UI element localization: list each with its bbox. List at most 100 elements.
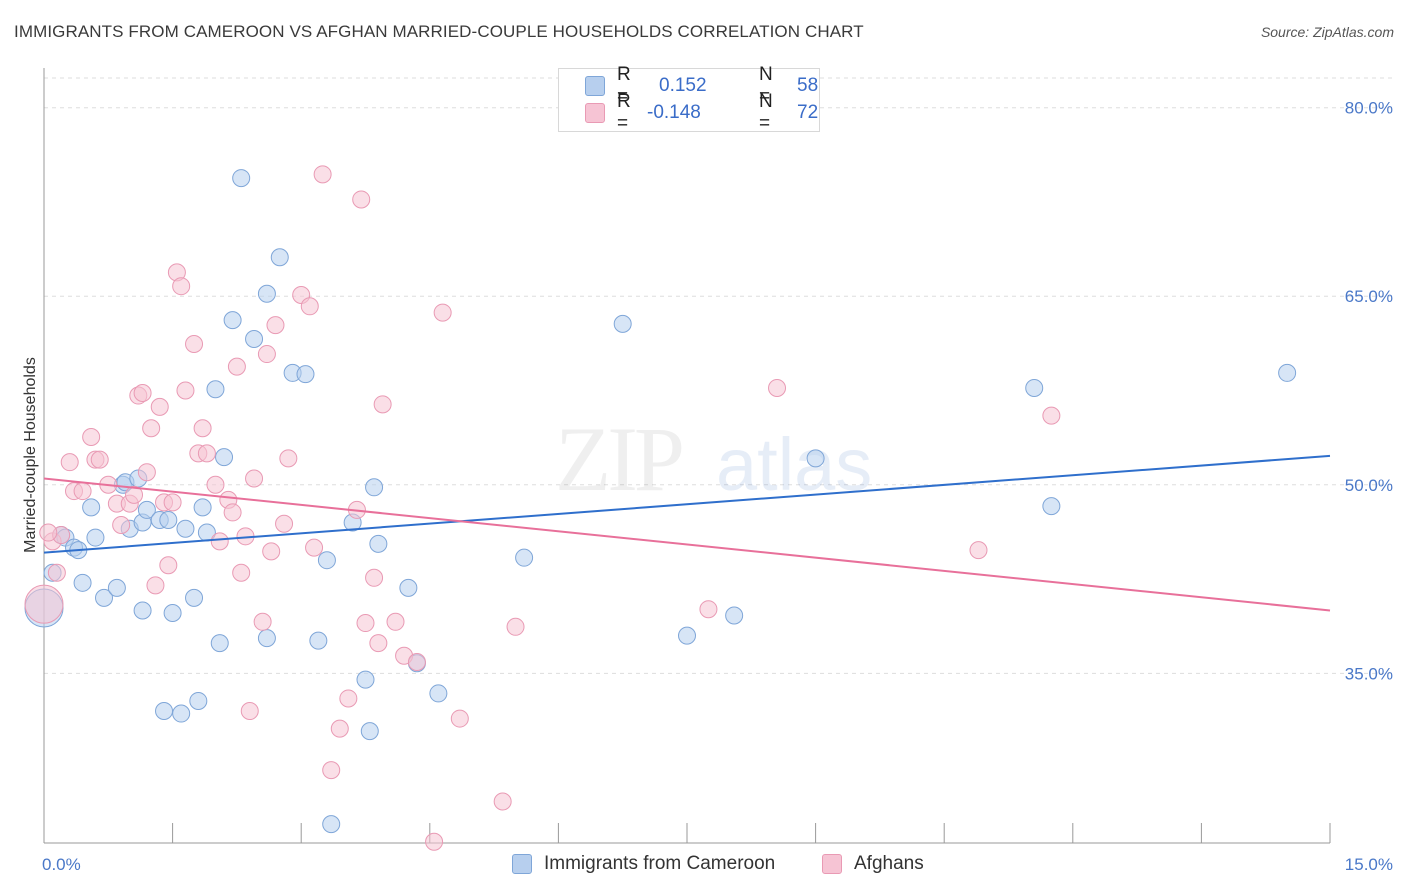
data-point [360, 722, 379, 741]
data-point [60, 453, 79, 472]
data-point [257, 345, 276, 364]
legend-item-cameroon[interactable]: Immigrants from Cameroon [512, 852, 775, 876]
data-point [257, 284, 276, 303]
data-point [300, 297, 319, 316]
data-point [210, 634, 229, 653]
data-point [193, 419, 212, 438]
data-point [356, 670, 375, 689]
data-point [125, 485, 144, 504]
data-point [206, 380, 225, 399]
data-point [172, 277, 191, 296]
data-point [95, 588, 114, 607]
data-point [193, 498, 212, 517]
data-point [176, 519, 195, 538]
x-tick-label: 15.0% [1345, 855, 1393, 874]
data-point [386, 612, 405, 631]
data-point [1042, 497, 1061, 516]
x-tick-labels: 0.0% 15.0% [42, 855, 1393, 874]
data-point [275, 514, 294, 533]
data-point [142, 419, 161, 438]
n-value: 58 [797, 75, 819, 96]
data-point [1278, 363, 1297, 382]
data-point [47, 563, 66, 582]
n-label: N = [759, 64, 773, 107]
data-point [257, 629, 276, 648]
data-point [245, 329, 264, 348]
grid-lines [44, 77, 1393, 674]
watermark-atlas: atlas [716, 423, 872, 506]
data-point [189, 691, 208, 710]
y-tick-label: 35.0% [1345, 664, 1393, 683]
data-point [197, 444, 216, 463]
r-label: R = [617, 64, 631, 107]
data-point [206, 475, 225, 494]
r-value: 0.152 [659, 75, 707, 96]
data-point [313, 165, 332, 184]
data-point [86, 528, 105, 547]
data-point [163, 493, 182, 512]
data-point [137, 463, 156, 482]
data-point [185, 588, 204, 607]
data-point [146, 576, 165, 595]
series-cameroon-points [24, 169, 1297, 834]
chart-title: IMMIGRANTS FROM CAMEROON VS AFGHAN MARRI… [14, 22, 864, 41]
trend-line-afghans [43, 477, 1331, 612]
cameroon-swatch [512, 854, 532, 874]
data-point [969, 541, 988, 560]
trend-lines [43, 454, 1331, 612]
data-point [365, 478, 384, 497]
data-point [223, 503, 242, 522]
data-point [232, 563, 251, 582]
data-point [352, 190, 371, 209]
series-afghans-points [24, 165, 1061, 851]
data-point [399, 578, 418, 597]
data-point [176, 381, 195, 400]
data-point [1025, 378, 1044, 397]
data-point [232, 169, 251, 188]
data-point [90, 450, 109, 469]
data-point [330, 719, 349, 738]
data-point [305, 538, 324, 557]
data-point [150, 397, 169, 416]
y-tick-label: 50.0% [1345, 476, 1393, 495]
data-point [245, 469, 264, 488]
data-point [506, 617, 525, 636]
data-point [356, 614, 375, 633]
data-point [73, 482, 92, 501]
data-point [163, 603, 182, 622]
data-point [768, 378, 787, 397]
data-point [425, 832, 444, 851]
data-point [515, 548, 534, 567]
y-tick-labels: 80.0% 65.0% 50.0% 35.0% [1345, 99, 1393, 684]
data-point [806, 449, 825, 468]
data-point [429, 684, 448, 703]
data-point [309, 631, 328, 650]
data-point [240, 702, 259, 721]
data-point [450, 709, 469, 728]
data-point [112, 516, 131, 535]
data-point [223, 311, 242, 330]
data-point [185, 335, 204, 354]
data-point [159, 556, 178, 575]
y-axis-label: Married-couple Households [22, 357, 39, 553]
data-point [270, 248, 289, 267]
data-point [433, 303, 452, 322]
n-value: 72 [797, 102, 819, 123]
data-point [279, 449, 298, 468]
chart-source: Source: ZipAtlas.com [1260, 24, 1394, 40]
data-point [39, 523, 58, 542]
trend-line-cameroon [43, 454, 1331, 554]
data-point [699, 600, 718, 619]
legend-label-cameroon: Immigrants from Cameroon [544, 853, 776, 874]
legend-item-afghans[interactable]: Afghans [822, 852, 924, 876]
data-point [253, 612, 272, 631]
data-point [725, 606, 744, 625]
data-point [133, 601, 152, 620]
data-point [369, 634, 388, 653]
data-point [296, 365, 315, 384]
data-point [266, 316, 285, 335]
x-tick-label: 0.0% [42, 855, 81, 874]
data-point [137, 500, 156, 519]
data-point [82, 498, 101, 517]
data-point [262, 542, 281, 561]
